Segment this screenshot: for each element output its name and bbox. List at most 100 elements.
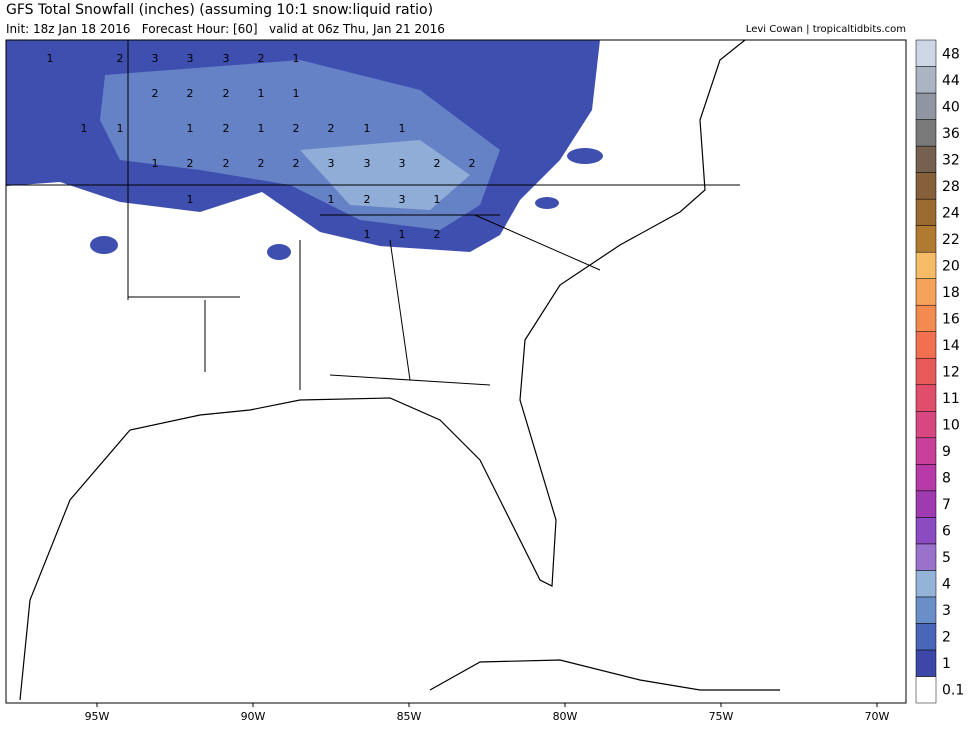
colorbar-label: 4 — [942, 577, 951, 593]
colorbar-box — [915, 676, 937, 704]
colorbar-box — [915, 464, 937, 492]
lon-label: 95W — [85, 710, 110, 723]
colorbar-box — [915, 357, 937, 386]
lon-label: 85W — [397, 710, 422, 723]
colorbar-label: 10 — [942, 418, 960, 434]
contour-label: 1 — [293, 87, 300, 100]
colorbar-label: 44 — [942, 73, 960, 89]
contour-label: 2 — [117, 52, 124, 65]
colorbar-box — [915, 543, 937, 571]
snow-area — [90, 236, 118, 254]
colorbar-label: 1 — [942, 656, 951, 672]
colorbar-label: 6 — [942, 524, 951, 540]
contour-label: 3 — [399, 193, 406, 206]
contour-label: 2 — [152, 87, 159, 100]
map-frame — [5, 39, 907, 704]
colorbar-label: 8 — [942, 471, 951, 487]
lon-label: 80W — [553, 710, 578, 723]
colorbar-label: 5 — [942, 550, 951, 566]
contour-label: 2 — [187, 87, 194, 100]
contour-label: 2 — [293, 157, 300, 170]
colorbar-box — [915, 278, 937, 306]
contour-label: 1 — [187, 122, 194, 135]
colorbar-box — [915, 39, 937, 67]
contour-label: 3 — [187, 52, 194, 65]
colorbar-label: 2 — [942, 630, 951, 646]
colorbar-label: 36 — [942, 126, 960, 142]
colorbar-label: 40 — [942, 99, 960, 115]
map-subtitle: Init: 18z Jan 18 2016 Forecast Hour: [60… — [6, 22, 445, 36]
colorbar-box — [915, 596, 937, 624]
colorbar-box — [915, 172, 937, 200]
snow-area — [300, 140, 470, 210]
contour-label: 2 — [364, 193, 371, 206]
contour-label: 2 — [223, 157, 230, 170]
colorbar-label: 12 — [942, 365, 960, 381]
contour-label: 1 — [293, 52, 300, 65]
contour-label: 1 — [258, 122, 265, 135]
colorbar-box — [915, 198, 937, 226]
colorbar-box — [915, 411, 937, 439]
colorbar-label: 32 — [942, 152, 960, 168]
colorbar-label: 22 — [942, 232, 960, 248]
contour-label: 3 — [328, 157, 335, 170]
contour-label: 2 — [469, 157, 476, 170]
colorbar-box — [915, 225, 937, 253]
contour-label: 2 — [293, 122, 300, 135]
snow-area — [267, 244, 291, 260]
colorbar-box — [915, 92, 937, 120]
colorbar-label: 16 — [942, 311, 960, 327]
contour-label: 2 — [187, 157, 194, 170]
contour-label: 3 — [223, 52, 230, 65]
contour-label: 1 — [399, 228, 406, 241]
colorbar-label: 11 — [942, 391, 960, 407]
colorbar-box — [915, 145, 937, 173]
contour-label: 1 — [47, 52, 54, 65]
lon-label: 75W — [709, 710, 734, 723]
colorbar-box — [915, 437, 937, 465]
contour-label: 1 — [117, 122, 124, 135]
colorbar-box — [915, 570, 937, 598]
colorbar-box — [915, 119, 937, 147]
colorbar-label: 20 — [942, 258, 960, 274]
snow-area — [535, 197, 559, 209]
contour-label: 1 — [258, 87, 265, 100]
colorbar-label: 28 — [942, 179, 960, 195]
colorbar-box — [915, 251, 937, 279]
colorbar-box — [915, 384, 937, 412]
contour-label: 1 — [152, 157, 159, 170]
contour-label: 2 — [258, 157, 265, 170]
contour-label: 1 — [187, 193, 194, 206]
contour-label: 3 — [364, 157, 371, 170]
state-borders — [6, 40, 740, 390]
contour-label: 2 — [434, 228, 441, 241]
colorbar-box — [915, 66, 937, 94]
contour-label: 1 — [364, 122, 371, 135]
contour-label: 3 — [152, 52, 159, 65]
lon-label: 70W — [865, 710, 890, 723]
colorbar-label: 18 — [942, 285, 960, 301]
contour-label: 2 — [434, 157, 441, 170]
coastline — [429, 659, 780, 691]
contour-label: 3 — [399, 157, 406, 170]
colorbar-box — [915, 623, 937, 651]
contour-label: 2 — [328, 122, 335, 135]
colorbar-label: 3 — [942, 603, 951, 619]
contour-label: 2 — [223, 122, 230, 135]
colorbar-box — [915, 517, 937, 545]
contour-label: 1 — [328, 193, 335, 206]
contour-label: 1 — [364, 228, 371, 241]
contour-label: 1 — [399, 122, 406, 135]
contour-label: 1 — [81, 122, 88, 135]
colorbar-label: 24 — [942, 205, 960, 221]
colorbar-label: 9 — [942, 444, 951, 460]
colorbar-label: 0.1 — [942, 683, 964, 699]
colorbar-box — [915, 304, 937, 332]
lon-label: 90W — [241, 710, 266, 723]
colorbar-label: 48 — [942, 46, 960, 62]
coastline — [19, 39, 746, 701]
contour-label: 2 — [258, 52, 265, 65]
colorbar-label: 7 — [942, 497, 951, 513]
